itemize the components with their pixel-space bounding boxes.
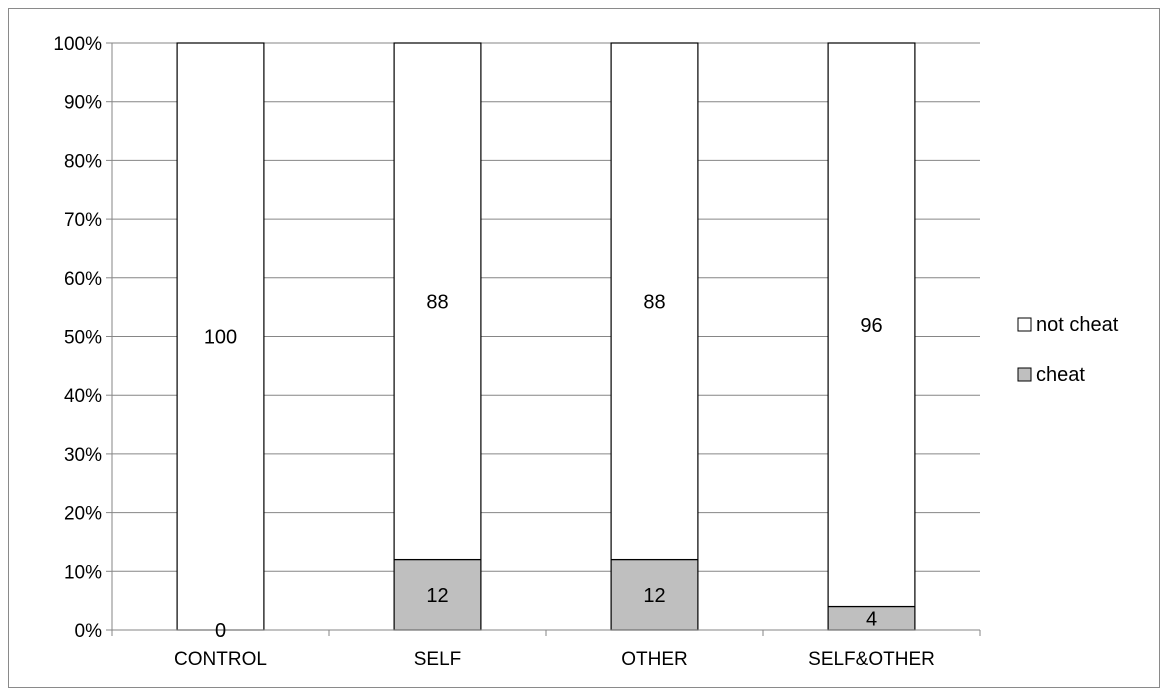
y-tick-label: 20% bbox=[64, 504, 102, 525]
data-label: 12 bbox=[643, 585, 665, 607]
y-tick-label: 60% bbox=[64, 269, 102, 290]
data-label: 88 bbox=[426, 291, 448, 313]
x-tick-label: OTHER bbox=[621, 649, 688, 670]
data-label: 88 bbox=[643, 291, 665, 313]
y-tick-label: 90% bbox=[64, 93, 102, 114]
y-tick-label: 80% bbox=[64, 151, 102, 172]
data-label: 100 bbox=[204, 327, 237, 349]
axes: 0% 10% 20% 30% 40% 50% 60% 70% 80% 90% 100% CONTROL… bbox=[53, 34, 981, 670]
y-tick-label: 30% bbox=[64, 445, 102, 466]
data-label: 96 bbox=[860, 315, 882, 337]
data-label: 4 bbox=[866, 608, 877, 630]
bar-not-cheat bbox=[393, 42, 482, 561]
bar-not-cheat bbox=[610, 42, 699, 561]
y-tick-label: 100% bbox=[53, 34, 102, 55]
legend: not cheat cheat bbox=[1017, 314, 1119, 386]
legend-label: not cheat bbox=[1036, 314, 1119, 336]
legend-swatch bbox=[1017, 367, 1032, 382]
x-tick-label: SELF&OTHER bbox=[808, 649, 935, 670]
y-tick-label: 40% bbox=[64, 386, 102, 407]
y-tick-label: 10% bbox=[64, 562, 102, 583]
data-labels: 0 100 12 88 12 88 4 96 bbox=[204, 291, 883, 642]
bar-not-cheat bbox=[827, 42, 916, 608]
y-tick-label: 50% bbox=[64, 328, 102, 349]
bar-cheat bbox=[610, 558, 699, 631]
y-tick-label: 70% bbox=[64, 210, 102, 231]
x-tick-label: CONTROL bbox=[174, 649, 267, 670]
data-label: 12 bbox=[426, 585, 448, 607]
y-tick-label: 0% bbox=[75, 621, 103, 642]
legend-label: cheat bbox=[1036, 364, 1085, 386]
x-tick-label: SELF bbox=[414, 649, 462, 670]
legend-swatch bbox=[1017, 317, 1032, 332]
bar-not-cheat bbox=[176, 42, 265, 631]
data-label: 0 bbox=[215, 620, 226, 642]
